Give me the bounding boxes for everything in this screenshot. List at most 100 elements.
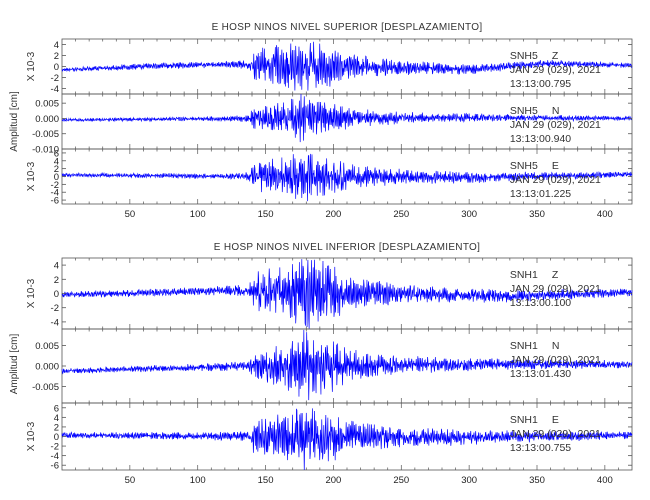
y-tick-label: -4	[51, 317, 59, 328]
time-label: 13:13:01.225	[510, 188, 571, 200]
waveform-line	[61, 259, 633, 329]
waveform-line	[61, 329, 633, 401]
y-tick-label: -6	[51, 461, 59, 472]
waveform-line	[61, 153, 633, 202]
y-tick-label: -2	[51, 442, 59, 453]
y-tick-label: 0	[54, 62, 59, 73]
y-tick-label: -2	[51, 303, 59, 314]
station-name: SNH1	[510, 414, 538, 426]
y-axis-label: Amplitud [cm]	[9, 91, 20, 152]
time-label: 13:13:00.940	[510, 133, 571, 145]
y-tick-label: 0.005	[35, 341, 59, 352]
panel-snh5-z: 420-2-4 X 10-3 SNH5 Z JAN 29 (029), 2021 13:1…	[26, 38, 633, 95]
date-label: JAN 29 (029), 2021	[510, 174, 601, 186]
y-tick-label: 0	[54, 432, 59, 443]
component-name: E	[552, 160, 559, 172]
station-name: SNH1	[510, 340, 538, 352]
y-tick-label: 0	[54, 289, 59, 300]
y-axis-label: Amplitud [cm]	[9, 333, 20, 394]
y-tick-label: 4	[54, 156, 59, 167]
panel-snh1-n: 0.005 0.000 -0.005 SNH1 N JAN 29 (029), 2021 1…	[32, 328, 633, 404]
x-tick-label: 50	[125, 209, 136, 220]
x-tick-label: 300	[461, 209, 477, 220]
x-tick-label: 100	[190, 475, 206, 486]
waveform-line	[61, 408, 633, 471]
scale-label: X 10-3	[26, 278, 37, 308]
x-tick-label: 150	[258, 209, 274, 220]
x-tick-label: 400	[597, 209, 613, 220]
y-tick-label: 2	[54, 275, 59, 286]
y-tick-label: 4	[54, 261, 59, 272]
component-name: Z	[552, 269, 559, 281]
station-label: SNH1 Z	[510, 269, 559, 281]
station-label: SNH1 E	[510, 414, 559, 426]
y-tick-label: 6	[54, 403, 59, 414]
x-tick-label: 250	[393, 475, 409, 486]
y-tick-label: -4	[51, 451, 59, 462]
chart-superior: E HOSP NINOS NIVEL SUPERIOR [DESPLAZAMIE…	[9, 22, 633, 220]
date-label: JAN 29 (029), 2021	[510, 428, 601, 440]
y-tick-label: 0	[54, 172, 59, 183]
time-label: 13:13:01.430	[510, 368, 571, 380]
x-tick-label: 150	[258, 475, 274, 486]
panel-snh1-z: 4 2 0 -2 -4 X 10-3 SNH1 Z JAN 29 (029), 2021 13:1…	[26, 257, 633, 330]
station-label: SNH1 N	[510, 340, 560, 352]
time-label: 13:13:00.755	[510, 442, 571, 454]
panel-snh5-n: 0.005 0.000 -0.005 -0.010 SNH5 N JAN 29 (029),…	[32, 93, 633, 156]
station-name: SNH5	[510, 105, 538, 117]
y-tick-label: 2	[54, 164, 59, 175]
y-tick-label: -0.005	[32, 129, 59, 140]
waveform-line	[61, 41, 633, 91]
station-name: SNH5	[510, 50, 538, 62]
date-label: JAN 29 (029), 2021	[510, 354, 601, 366]
x-tick-label: 350	[529, 209, 545, 220]
component-name: Z	[552, 50, 559, 62]
x-tick-label: 50	[125, 475, 136, 486]
x-tick-label: 250	[393, 209, 409, 220]
waveform-line	[61, 93, 633, 143]
station-label: SNH5 E	[510, 160, 559, 172]
scale-label: X 10-3	[26, 161, 37, 191]
y-tick-label: 2	[54, 422, 59, 433]
station-name: SNH5	[510, 160, 538, 172]
y-tick-label: 0.005	[35, 99, 59, 110]
station-label: SNH5 Z	[510, 50, 559, 62]
y-tick-label: -4	[51, 188, 59, 199]
station-name: SNH1	[510, 269, 538, 281]
y-tick-label: 4	[54, 40, 59, 51]
x-tick-label: 200	[325, 209, 341, 220]
component-name: N	[552, 105, 560, 117]
y-tick-label: 0.000	[35, 362, 59, 373]
component-name: E	[552, 414, 559, 426]
y-tick-label: 2	[54, 51, 59, 62]
time-label: 13:13:00.795	[510, 78, 571, 90]
y-tick-label: -4	[51, 84, 59, 95]
chart-title: E HOSP NINOS NIVEL INFERIOR [DESPLAZAMIE…	[214, 242, 480, 253]
date-label: JAN 29 (029), 2021	[510, 64, 601, 76]
station-label: SNH5 N	[510, 105, 560, 117]
time-label: 13:13:00.100	[510, 297, 571, 309]
x-tick-label: 200	[325, 475, 341, 486]
y-tick-label: -2	[51, 73, 59, 84]
y-tick-label: 0.000	[35, 114, 59, 125]
x-tick-label: 400	[597, 475, 613, 486]
scale-label: X 10-3	[26, 51, 37, 81]
date-label: JAN 29 (029), 2021	[510, 283, 601, 295]
chart-title: E HOSP NINOS NIVEL SUPERIOR [DESPLAZAMIE…	[212, 22, 483, 33]
y-tick-label: -0.005	[32, 382, 59, 393]
y-tick-label: 6	[54, 148, 59, 159]
y-tick-label: -0.010	[32, 145, 59, 156]
component-name: N	[552, 340, 560, 352]
y-tick-label: -6	[51, 196, 59, 207]
y-tick-label: -2	[51, 180, 59, 191]
x-tick-label: 350	[529, 475, 545, 486]
date-label: JAN 29 (029), 2021	[510, 119, 601, 131]
x-tick-label: 300	[461, 475, 477, 486]
x-tick-label: 100	[190, 209, 206, 220]
y-tick-label: 4	[54, 413, 59, 424]
scale-label: X 10-3	[26, 421, 37, 451]
chart-inferior: E HOSP NINOS NIVEL INFERIOR [DESPLAZAMIE…	[9, 242, 633, 486]
